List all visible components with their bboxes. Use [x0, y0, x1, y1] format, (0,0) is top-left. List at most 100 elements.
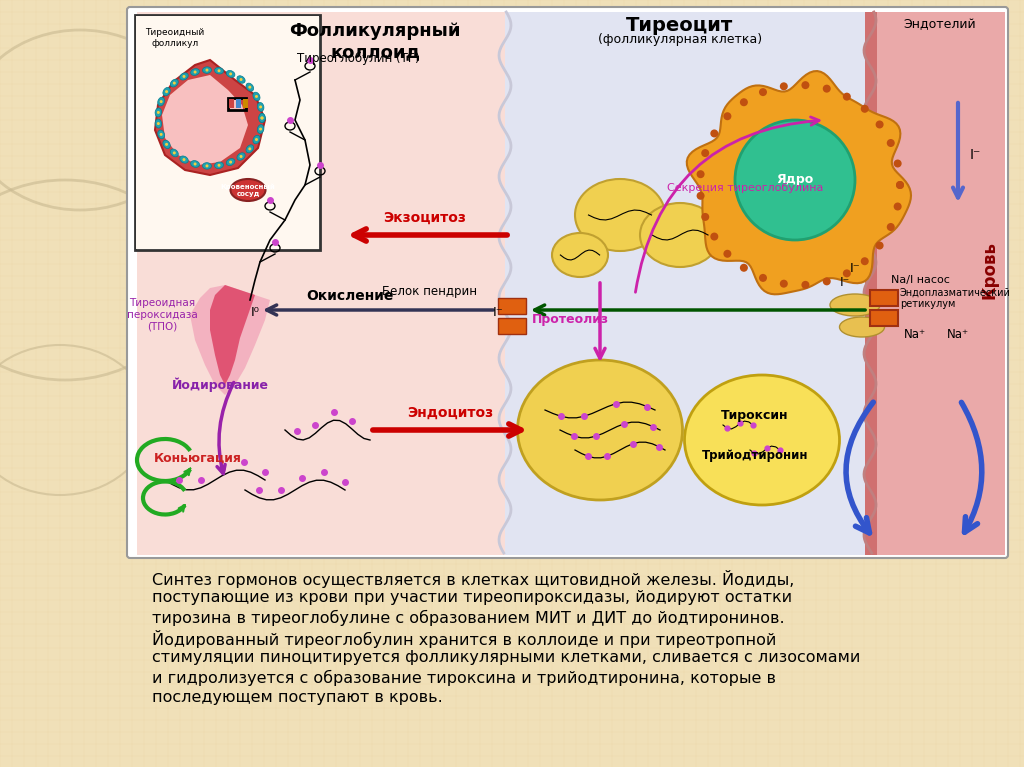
- Circle shape: [896, 181, 904, 189]
- Circle shape: [861, 257, 868, 265]
- Ellipse shape: [180, 156, 188, 163]
- Ellipse shape: [158, 97, 165, 106]
- Text: Тироксин: Тироксин: [721, 409, 788, 422]
- Ellipse shape: [215, 67, 223, 74]
- Circle shape: [802, 81, 809, 89]
- Text: Окисление: Окисление: [306, 289, 393, 303]
- Text: I⁰: I⁰: [251, 305, 259, 318]
- Ellipse shape: [517, 360, 683, 500]
- Text: Na/I насос: Na/I насос: [891, 275, 949, 285]
- Circle shape: [173, 151, 176, 154]
- Text: Секреция тиреоглобулина: Секреция тиреоглобулина: [667, 183, 823, 193]
- Circle shape: [259, 127, 262, 130]
- Ellipse shape: [237, 76, 245, 84]
- Bar: [228, 98, 246, 110]
- Ellipse shape: [158, 130, 165, 139]
- Text: тирозина в тиреоглобулине с образованием МИТ и ДИТ до йодтиронинов.: тирозина в тиреоглобулине с образованием…: [152, 610, 784, 626]
- Text: Кровеносный
сосуд: Кровеносный сосуд: [220, 183, 275, 197]
- Circle shape: [887, 223, 895, 231]
- Ellipse shape: [830, 294, 880, 316]
- Circle shape: [822, 278, 830, 285]
- Ellipse shape: [840, 317, 885, 337]
- Circle shape: [876, 242, 884, 249]
- Text: I⁻: I⁻: [493, 305, 504, 318]
- Text: Коньюгация: Коньюгация: [154, 452, 242, 465]
- Circle shape: [249, 147, 251, 150]
- Circle shape: [759, 274, 767, 282]
- Circle shape: [696, 170, 705, 178]
- Bar: [498, 318, 526, 334]
- Bar: [243, 99, 248, 108]
- Ellipse shape: [552, 233, 608, 277]
- Bar: [236, 99, 241, 108]
- Circle shape: [229, 72, 232, 75]
- Circle shape: [240, 155, 243, 158]
- Polygon shape: [687, 71, 911, 295]
- Circle shape: [165, 91, 168, 93]
- Polygon shape: [210, 285, 255, 385]
- Circle shape: [759, 88, 767, 96]
- Ellipse shape: [163, 140, 170, 149]
- Circle shape: [723, 112, 731, 120]
- Text: Na⁺: Na⁺: [947, 328, 969, 341]
- Text: Эндоцитоз: Эндоцитоз: [407, 406, 494, 420]
- Ellipse shape: [215, 162, 223, 169]
- Circle shape: [711, 130, 718, 137]
- Text: последующем поступают в кровь.: последующем поступают в кровь.: [152, 690, 442, 705]
- Ellipse shape: [170, 149, 178, 156]
- Ellipse shape: [155, 119, 162, 128]
- Ellipse shape: [684, 375, 840, 505]
- Text: Синтез гормонов осуществляется в клетках щитовидной железы. Йодиды,: Синтез гормонов осуществляется в клетках…: [152, 570, 795, 588]
- Text: Трийодтиронин: Трийодтиронин: [701, 449, 808, 462]
- Circle shape: [780, 280, 787, 288]
- Circle shape: [843, 93, 851, 100]
- Ellipse shape: [259, 114, 265, 123]
- Ellipse shape: [180, 73, 188, 80]
- Circle shape: [696, 192, 705, 200]
- Text: Тиреоидная
пероксидаза
(ТПО): Тиреоидная пероксидаза (ТПО): [127, 298, 198, 331]
- Text: I⁻: I⁻: [970, 148, 981, 162]
- Polygon shape: [155, 60, 265, 175]
- Circle shape: [160, 100, 163, 103]
- Text: (фолликулярная клетка): (фолликулярная клетка): [598, 33, 762, 46]
- Text: Эндоплазматический
ретикулум: Эндоплазматический ретикулум: [900, 287, 1011, 309]
- Circle shape: [701, 149, 710, 157]
- Circle shape: [194, 71, 197, 74]
- Ellipse shape: [230, 179, 265, 201]
- Circle shape: [249, 86, 251, 89]
- Circle shape: [229, 160, 232, 163]
- Circle shape: [896, 181, 904, 189]
- Text: Ядро: Ядро: [776, 173, 814, 186]
- Circle shape: [780, 82, 787, 91]
- Polygon shape: [190, 285, 270, 395]
- Ellipse shape: [246, 83, 254, 91]
- Text: Na⁺: Na⁺: [904, 328, 926, 341]
- Circle shape: [173, 81, 176, 84]
- Circle shape: [861, 105, 868, 113]
- Circle shape: [802, 281, 809, 289]
- Ellipse shape: [155, 108, 162, 117]
- Text: Эндотелий: Эндотелий: [904, 18, 976, 31]
- Bar: [498, 298, 526, 314]
- Text: Белок пендрин: Белок пендрин: [383, 285, 477, 298]
- Bar: [870, 310, 898, 326]
- Text: Экзоцитоз: Экзоцитоз: [384, 211, 467, 225]
- Text: Тиреоидный
фолликул: Тиреоидный фолликул: [145, 28, 205, 48]
- Circle shape: [240, 78, 243, 81]
- Circle shape: [735, 120, 855, 240]
- Circle shape: [255, 138, 258, 141]
- Circle shape: [822, 84, 830, 93]
- Text: поступающие из крови при участии тиреопироксидазы, йодируют остатки: поступающие из крови при участии тиреопи…: [152, 590, 793, 605]
- Circle shape: [206, 164, 209, 167]
- Ellipse shape: [253, 92, 260, 100]
- Text: I⁻: I⁻: [850, 262, 860, 275]
- Circle shape: [260, 117, 263, 120]
- Circle shape: [165, 143, 168, 146]
- Text: и гидролизуется с образование тироксина и трийодтиронина, которые в: и гидролизуется с образование тироксина …: [152, 670, 776, 686]
- Ellipse shape: [170, 79, 178, 87]
- Ellipse shape: [190, 68, 200, 75]
- Ellipse shape: [237, 153, 245, 160]
- Text: Тиреоцит: Тиреоцит: [627, 16, 733, 35]
- Circle shape: [260, 117, 263, 120]
- FancyBboxPatch shape: [135, 15, 319, 250]
